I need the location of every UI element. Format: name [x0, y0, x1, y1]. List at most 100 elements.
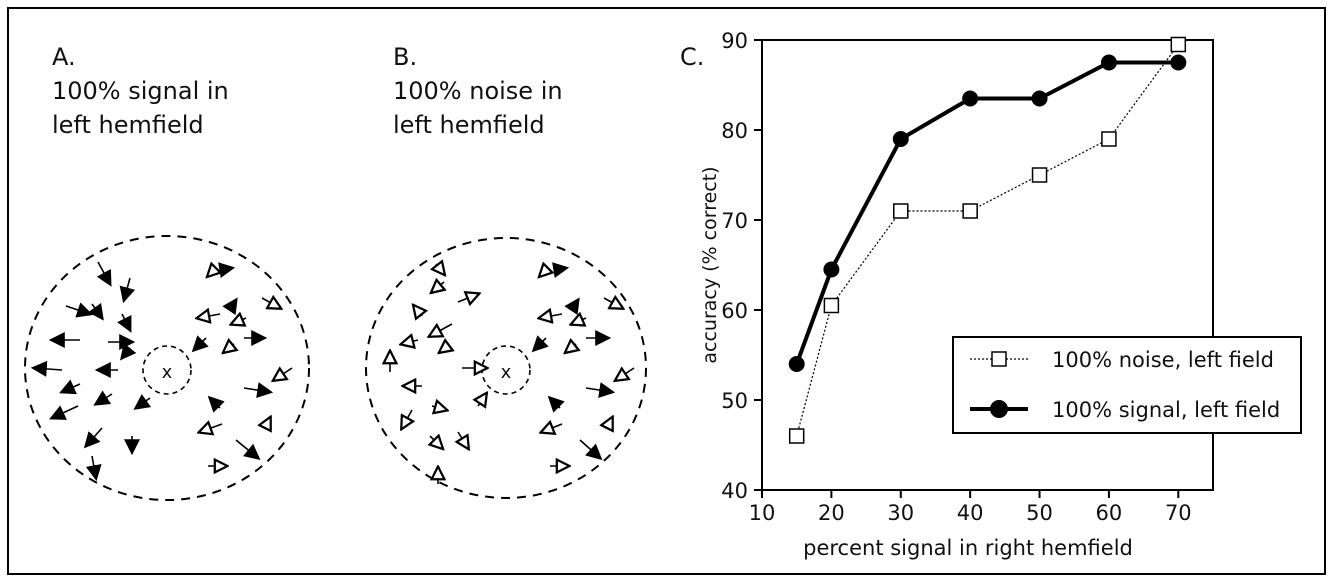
motion-arrow	[603, 298, 622, 308]
motion-arrow	[547, 395, 565, 413]
motion-arrow	[207, 395, 225, 413]
motion-arrow	[552, 262, 570, 278]
motion-arrow	[200, 424, 223, 432]
motion-arrow	[198, 314, 221, 318]
signal-data-point	[962, 90, 979, 107]
panel-a-line2: left hemfield	[52, 111, 204, 139]
panel-a-dot-arrows	[30, 261, 293, 482]
signal-data-point	[1170, 54, 1187, 71]
legend-box	[952, 336, 1302, 434]
motion-arrow	[608, 418, 612, 426]
panel-c-letter: C.	[680, 43, 705, 71]
x-tick-label: 10	[749, 501, 776, 525]
motion-arrow	[85, 455, 102, 482]
legend-noise-label: 100% noise, left field	[1052, 348, 1274, 372]
motion-arrow	[542, 424, 563, 432]
motion-arrow	[117, 313, 132, 333]
motion-arrow	[222, 297, 238, 316]
x-tick-label: 20	[818, 501, 845, 525]
signal-data-point	[892, 131, 909, 147]
motion-arrow	[540, 314, 563, 318]
signal-data-point	[788, 356, 805, 372]
motion-arrow	[432, 282, 444, 292]
legend-signal-label: 100% signal, left field	[1052, 398, 1280, 422]
motion-arrow	[49, 405, 79, 420]
motion-arrow	[414, 306, 422, 316]
motion-arrow	[531, 335, 549, 353]
legend: 100% noise, left field 100% signal, left…	[952, 336, 1302, 434]
panel-b-line2: left hemfield	[393, 111, 545, 139]
motion-arrow	[93, 390, 113, 406]
motion-arrow	[402, 409, 412, 428]
y-tick-label: 80	[721, 119, 748, 143]
motion-arrow	[120, 343, 137, 361]
motion-arrow	[218, 262, 236, 278]
x-axis-label: percent signal in right hemfield	[803, 536, 1133, 560]
y-tick-label: 90	[721, 29, 748, 53]
panel-a-fixation-ring	[142, 345, 192, 395]
motion-arrow	[458, 431, 468, 448]
series-layer	[788, 36, 1187, 444]
motion-arrow	[457, 294, 478, 302]
y-tick-label: 70	[721, 209, 748, 233]
noise-data-point	[1170, 36, 1187, 53]
motion-arrow	[133, 394, 152, 410]
noise-data-point	[1101, 131, 1117, 147]
panel-a-aperture	[24, 235, 310, 501]
panel-b-line1: 100% noise in	[393, 77, 563, 105]
motion-arrow	[430, 436, 442, 448]
motion-arrow	[440, 346, 448, 352]
noise-data-point	[788, 428, 805, 444]
motion-arrow	[478, 394, 486, 406]
motion-arrow	[30, 360, 63, 377]
y-tick-label: 50	[721, 389, 748, 413]
panel-b-stimulus: x	[365, 237, 647, 499]
noise-data-point	[893, 203, 909, 219]
panel-b-letter: B.	[393, 43, 418, 71]
signal-data-point	[823, 261, 840, 278]
motion-arrow	[119, 277, 136, 304]
motion-arrow	[430, 324, 453, 336]
motion-arrow	[224, 344, 234, 352]
legend-noise-marker	[991, 351, 1007, 367]
panel-c-chart: 10 20 30 40 50 60 70 40 50 60 70 80 90 100% noise, l…	[699, 29, 1302, 560]
x-tick-label: 30	[887, 501, 914, 525]
motion-arrow	[564, 297, 580, 316]
motion-arrow	[572, 318, 586, 324]
motion-arrow	[59, 379, 81, 395]
motion-arrow	[274, 368, 293, 380]
x-tick-label: 60	[1096, 501, 1123, 525]
noise-data-point	[962, 203, 978, 219]
legend-signal-marker	[990, 400, 1008, 418]
panel-b-aperture	[365, 237, 647, 499]
motion-arrow	[88, 302, 104, 321]
motion-arrow	[208, 270, 214, 276]
motion-arrow	[402, 340, 419, 344]
panel-a-letter: A.	[52, 43, 76, 71]
motion-arrow	[235, 439, 261, 461]
motion-arrow	[566, 344, 576, 352]
panel-a-stimulus: x	[24, 235, 310, 501]
signal-data-point	[1100, 54, 1117, 71]
signal-series-line	[794, 60, 1179, 365]
motion-arrow	[266, 418, 270, 426]
motion-arrow	[579, 439, 603, 461]
motion-arrow	[540, 270, 546, 276]
x-tick-label: 40	[957, 501, 984, 525]
panel-b-fixation-mark: x	[501, 362, 512, 383]
y-tick-label: 40	[721, 479, 748, 503]
figure-frame	[7, 7, 1326, 575]
motion-arrow	[585, 382, 616, 398]
motion-arrow	[96, 261, 112, 287]
motion-arrow	[83, 427, 103, 449]
noise-data-point	[823, 297, 840, 314]
motion-arrow	[243, 382, 274, 398]
panel-b-text: B. 100% noise in left hemfield	[393, 40, 563, 142]
motion-arrow	[616, 368, 635, 380]
x-tick-label: 70	[1165, 501, 1192, 525]
panel-a-text: A. 100% signal in left hemfield	[52, 40, 229, 142]
panel-a-fixation-mark: x	[162, 362, 173, 383]
motion-arrow	[436, 264, 444, 274]
motion-arrow	[232, 318, 246, 324]
